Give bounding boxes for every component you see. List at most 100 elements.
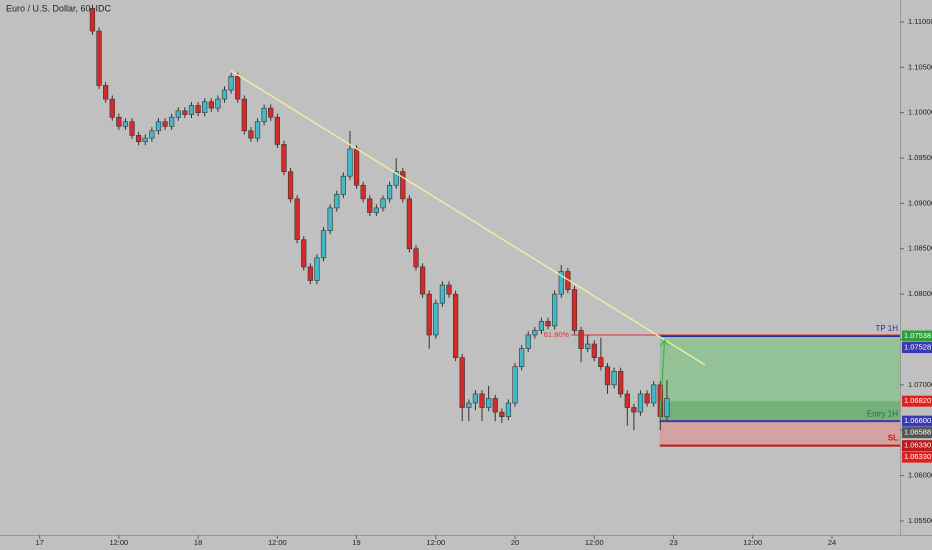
x-tick-label: 12:00 bbox=[743, 538, 762, 547]
candle-body bbox=[466, 402, 472, 408]
x-tick-label: 23 bbox=[669, 538, 677, 547]
x-tick-label: 20 bbox=[511, 538, 519, 547]
candle-body bbox=[571, 289, 578, 331]
candle-body bbox=[142, 137, 148, 143]
candle-body bbox=[386, 184, 393, 200]
projection-arrow bbox=[659, 338, 670, 422]
candle-body bbox=[340, 175, 346, 195]
price-tag bbox=[902, 451, 932, 463]
candle-body bbox=[248, 130, 254, 139]
price-tag-label: 1.06588 bbox=[904, 428, 931, 437]
candle-body bbox=[419, 266, 426, 295]
candle-body bbox=[552, 293, 558, 327]
candle-body bbox=[287, 171, 294, 200]
candle-body bbox=[380, 198, 386, 209]
candle-body bbox=[116, 116, 122, 127]
price-tag-label: 1.07528 bbox=[904, 343, 931, 352]
y-tick-label: 1.08000 bbox=[908, 289, 932, 298]
sl-label: SL bbox=[888, 434, 898, 443]
tp-label: TP 1H bbox=[875, 324, 898, 333]
x-tick-label: 18 bbox=[194, 538, 202, 547]
candle-body bbox=[96, 30, 102, 86]
y-tick-label: 1.10000 bbox=[908, 108, 932, 117]
candle-body bbox=[637, 393, 644, 413]
candle-body bbox=[122, 121, 129, 127]
price-tag-label: 1.06820 bbox=[904, 396, 931, 405]
chart-title: Euro / U.S. Dollar, 60, IDC bbox=[6, 3, 112, 13]
candle-body bbox=[360, 184, 366, 200]
x-tick-label: 12:00 bbox=[426, 538, 445, 547]
trendline bbox=[230, 70, 706, 366]
x-tick-label: 12:00 bbox=[585, 538, 604, 547]
candle-body bbox=[519, 348, 525, 368]
candle-body bbox=[631, 407, 637, 413]
candle-body bbox=[459, 357, 465, 408]
candle-body bbox=[453, 293, 459, 358]
candle-body bbox=[439, 284, 446, 304]
candle-body bbox=[261, 107, 267, 123]
candle-body bbox=[624, 393, 630, 408]
candle-body bbox=[281, 144, 287, 172]
y-tick-label: 1.06000 bbox=[908, 471, 932, 480]
candle-body bbox=[446, 284, 452, 295]
candle-body bbox=[334, 194, 340, 209]
candle-body bbox=[188, 105, 195, 115]
price-tag bbox=[902, 395, 932, 407]
y-tick-label: 1.09000 bbox=[908, 198, 932, 207]
candle-body bbox=[433, 302, 439, 336]
candle-body bbox=[644, 393, 650, 404]
candle-body bbox=[479, 393, 485, 408]
candle-body bbox=[400, 171, 406, 200]
candle-body bbox=[149, 130, 155, 139]
candle-body bbox=[235, 76, 241, 100]
candle-body bbox=[505, 402, 512, 417]
candle-body bbox=[294, 198, 300, 240]
candle-body bbox=[591, 343, 597, 358]
price-tag bbox=[902, 342, 932, 354]
candle-body bbox=[155, 121, 162, 132]
candle-body bbox=[558, 271, 564, 295]
candle-body bbox=[618, 370, 624, 395]
entry-label: Entry 1H bbox=[867, 409, 898, 418]
candle-body bbox=[545, 321, 551, 327]
candle-body bbox=[532, 330, 538, 336]
candle-body bbox=[367, 198, 373, 213]
candle-body bbox=[353, 148, 360, 186]
y-tick-label: 1.11000 bbox=[908, 17, 932, 26]
candle-body bbox=[195, 105, 201, 113]
candle-body bbox=[492, 398, 498, 413]
candle-body bbox=[525, 334, 531, 349]
y-tick-label: 1.05500 bbox=[908, 516, 932, 525]
price-tag-label: 1.07538 bbox=[904, 331, 931, 340]
candle-body bbox=[413, 248, 419, 268]
candle-body bbox=[228, 76, 234, 91]
candle-body bbox=[598, 357, 604, 368]
y-tick-label: 1.09500 bbox=[908, 153, 932, 162]
y-tick-label: 1.08500 bbox=[908, 244, 932, 253]
candle-body bbox=[512, 366, 518, 404]
candle-body bbox=[182, 110, 188, 115]
candle-body bbox=[373, 207, 379, 213]
x-tick-label: 17 bbox=[35, 538, 43, 547]
candle-body bbox=[393, 171, 399, 186]
candle-body bbox=[604, 366, 611, 386]
price-tag-label: 1.06600 bbox=[904, 416, 931, 425]
candle-body bbox=[314, 257, 320, 281]
candle-body bbox=[538, 321, 545, 331]
candle-body bbox=[651, 384, 657, 404]
price-tag bbox=[902, 440, 932, 452]
fib-label: 61.80% bbox=[544, 330, 570, 339]
candle-body bbox=[162, 121, 168, 127]
candle-body bbox=[274, 116, 280, 145]
candle-body bbox=[136, 135, 142, 143]
open-profit-zone bbox=[659, 401, 900, 422]
candle-body bbox=[426, 293, 432, 336]
candle-body bbox=[499, 411, 505, 417]
loss-zone bbox=[659, 421, 900, 446]
candle-body bbox=[202, 101, 208, 113]
candle-body bbox=[241, 98, 247, 132]
x-tick-label: 19 bbox=[352, 538, 360, 547]
candle-body bbox=[578, 330, 584, 349]
x-tick-label: 12:00 bbox=[268, 538, 287, 547]
